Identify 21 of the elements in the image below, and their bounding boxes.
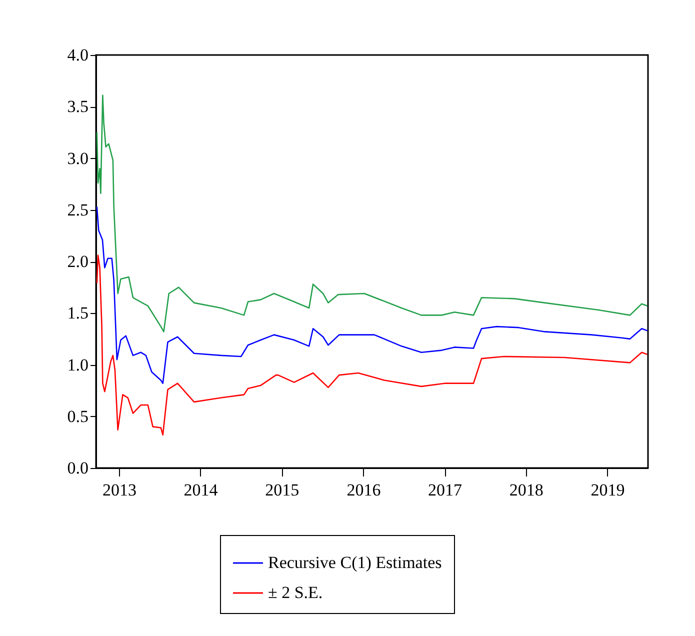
y-tick-label: 1.0 <box>67 355 88 374</box>
line-series <box>96 94 648 332</box>
y-tick-label: 4.0 <box>67 46 88 64</box>
x-tick-label: 2018 <box>509 480 544 500</box>
y-tick-label: 3.5 <box>67 97 88 116</box>
y-tick-label: 1.5 <box>67 304 88 323</box>
x-tick-label: 2019 <box>590 480 625 500</box>
y-tick-label: 2.0 <box>67 252 88 271</box>
x-tick-label: 2016 <box>346 480 381 500</box>
legend-label: Recursive C(1) Estimates <box>268 553 442 572</box>
legend-label: ± 2 S.E. <box>268 583 323 602</box>
x-tick-label: 2013 <box>102 480 136 500</box>
x-tick-label: 2017 <box>428 480 463 500</box>
y-tick-label: 3.0 <box>67 148 88 168</box>
y-tick-label: 2.5 <box>67 200 88 220</box>
line-series <box>96 206 648 384</box>
x-tick-label: 2014 <box>184 480 218 500</box>
y-tick-label: 0.5 <box>67 406 88 426</box>
x-tick-label: 2015 <box>265 480 300 500</box>
line-series <box>96 254 648 436</box>
y-tick-label: 0.0 <box>67 458 88 478</box>
